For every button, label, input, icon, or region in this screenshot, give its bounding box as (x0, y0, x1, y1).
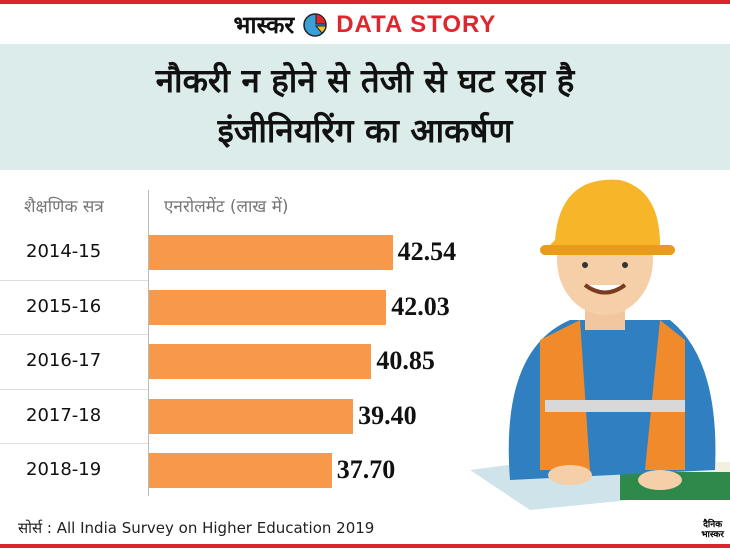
row-separator (0, 334, 148, 335)
row-separator (0, 443, 148, 444)
value-label: 39.40 (358, 400, 417, 430)
category-label: 2018-19 (26, 459, 102, 480)
category-label: 2016-17 (26, 350, 102, 371)
brand-header: भास्कर DATA STORY (0, 8, 730, 41)
engineer-illustration (470, 179, 730, 510)
value-label: 37.70 (336, 455, 396, 484)
bar (149, 453, 332, 488)
source-note: सोर्स : All India Survey on Higher Educa… (18, 519, 375, 537)
value-label: 42.54 (397, 237, 457, 266)
data-story-logo: DATA STORY (336, 10, 497, 38)
bar (149, 344, 372, 379)
row-separator (0, 279, 148, 281)
category-label: 2014-15 (26, 241, 102, 262)
dainik-bhaskar-logo: दैनिक भास्कर (701, 520, 724, 540)
bar (149, 398, 354, 434)
category-label: 2017-18 (26, 404, 102, 426)
title-band: नौकरी न होने से तेजी से घट रहा है इंजीनि… (0, 44, 730, 170)
category-header: शैक्षणिक सत्र (24, 197, 104, 217)
bar (149, 289, 387, 325)
value-label: 42.03 (391, 291, 450, 321)
bhaskar-logo: भास्कर (233, 11, 295, 39)
title-line-1: नौकरी न होने से तेजी से घट रहा है (155, 61, 575, 100)
bar (149, 235, 393, 270)
value-label: 40.85 (376, 346, 435, 375)
title-line-2: इंजीनियरिंग का आकर्षण (217, 111, 513, 150)
row-separator (0, 388, 148, 390)
value-header: एनरोलमेंट (लाख में) (164, 197, 289, 217)
category-label: 2015-16 (26, 295, 102, 317)
top-red-line (0, 0, 730, 4)
y-axis-line (148, 190, 149, 496)
bottom-red-line (0, 544, 730, 548)
pie-chart-icon (303, 12, 327, 37)
